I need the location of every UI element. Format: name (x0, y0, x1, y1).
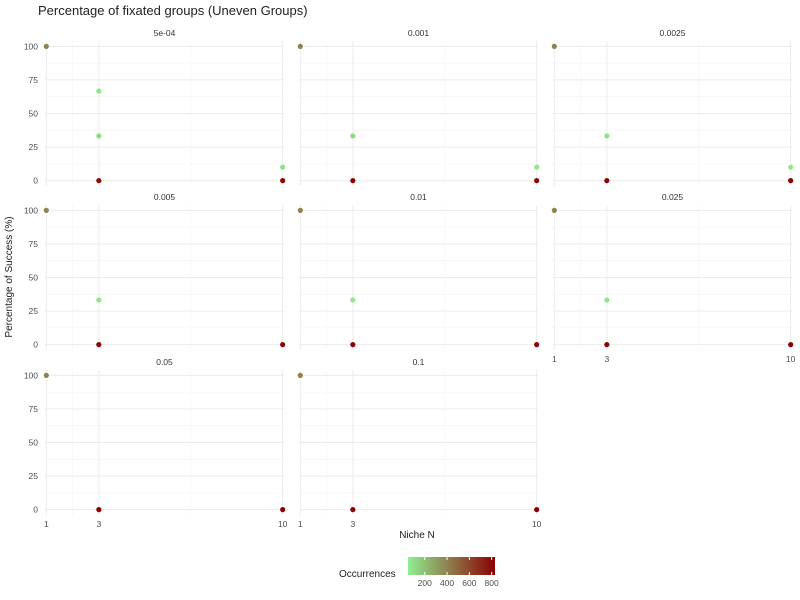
y-tick-label: 25 (29, 306, 39, 316)
y-tick-label: 75 (29, 239, 39, 249)
legend-tick-label: 600 (462, 578, 476, 588)
data-point (788, 178, 794, 184)
y-tick-label: 100 (24, 370, 38, 380)
facet-panel: 0.05 0 25 50 75 100 1 3 10 (24, 357, 288, 529)
x-tick-label: 3 (350, 519, 355, 529)
x-axis-title: Niche N (399, 530, 435, 541)
data-point (534, 178, 540, 184)
data-point (534, 164, 540, 170)
facet-label: 0.005 (154, 192, 176, 202)
y-tick-label: 25 (29, 142, 39, 152)
data-point (96, 178, 102, 184)
data-point (350, 178, 356, 184)
x-tick-label: 3 (604, 354, 609, 364)
facet-panel: 0.025 1 3 10 (551, 192, 796, 364)
y-axis-title: Percentage of Success (%) (4, 216, 15, 337)
data-point (604, 133, 610, 139)
y-tick-label: 75 (29, 75, 39, 85)
data-point (350, 342, 356, 348)
data-point (280, 342, 286, 348)
facet-panel: 0.01 (297, 192, 540, 350)
data-point (350, 297, 356, 303)
data-point (551, 207, 557, 213)
data-point (788, 342, 794, 348)
x-tick-label: 1 (552, 354, 557, 364)
data-point (604, 297, 610, 303)
facet-label: 0.0025 (660, 28, 686, 38)
data-point (297, 372, 303, 378)
chart-title: Percentage of fixated groups (Uneven Gro… (38, 3, 308, 18)
y-tick-label: 100 (24, 41, 38, 51)
data-point (297, 43, 303, 49)
x-tick-label: 1 (298, 519, 303, 529)
facet-label: 5e-04 (154, 28, 176, 38)
data-point (604, 342, 610, 348)
legend-title: Occurrences (339, 569, 396, 580)
data-point (534, 507, 540, 513)
data-point (43, 43, 49, 49)
y-tick-label: 0 (33, 176, 38, 186)
y-tick-label: 25 (29, 471, 39, 481)
facet-panel: 0.005 0 25 50 75 100 (24, 192, 286, 350)
legend-colorbar (408, 557, 495, 575)
data-point (604, 178, 610, 184)
data-point (280, 507, 286, 513)
facet-label: 0.001 (408, 28, 430, 38)
x-tick-label: 10 (786, 354, 796, 364)
data-point (43, 207, 49, 213)
data-point (96, 507, 102, 513)
facet-label: 0.05 (156, 357, 173, 367)
facet-panel: 0.0025 (551, 28, 794, 186)
facet-panel: 5e-04 0 25 50 75 100 (24, 28, 286, 186)
facet-label: 0.025 (662, 192, 684, 202)
data-point (297, 207, 303, 213)
data-point (96, 133, 102, 139)
x-tick-label: 10 (532, 519, 542, 529)
x-tick-label: 10 (278, 519, 288, 529)
data-point (551, 43, 557, 49)
facet-label: 0.1 (413, 357, 425, 367)
data-point (43, 372, 49, 378)
data-point (96, 342, 102, 348)
legend-ticks: 200 400 600 800 (418, 557, 499, 588)
x-tick-label: 1 (44, 519, 49, 529)
legend-tick-label: 400 (440, 578, 454, 588)
facet-panel: 0.001 (297, 28, 540, 186)
data-point (350, 507, 356, 513)
data-point (350, 133, 356, 139)
y-tick-label: 0 (33, 340, 38, 350)
y-tick-label: 50 (29, 109, 39, 119)
x-tick-label: 3 (96, 519, 101, 529)
data-point (534, 342, 540, 348)
data-point (96, 297, 102, 303)
y-tick-label: 50 (29, 273, 39, 283)
data-point (96, 88, 102, 94)
data-point (280, 178, 286, 184)
legend-tick-label: 200 (418, 578, 432, 588)
data-point (280, 164, 286, 170)
legend-tick-label: 800 (485, 578, 499, 588)
y-tick-label: 50 (29, 438, 39, 448)
facet-panel: 0.1 1 3 10 (297, 357, 542, 529)
y-tick-label: 0 (33, 505, 38, 515)
y-tick-label: 75 (29, 404, 39, 414)
facet-label: 0.01 (410, 192, 427, 202)
data-point (788, 164, 794, 170)
y-tick-label: 100 (24, 205, 38, 215)
